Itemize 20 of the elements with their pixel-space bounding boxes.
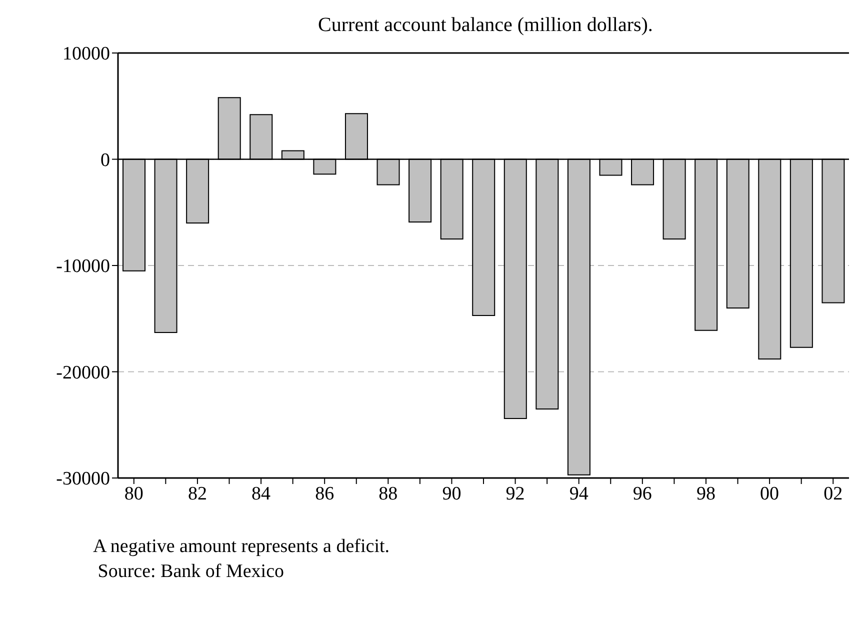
x-tick-label: 82	[188, 483, 207, 504]
x-tick-label: 86	[315, 483, 334, 504]
chart-title: Current account balance (million dollars).	[317, 14, 654, 38]
x-tick-label: 02	[824, 483, 843, 504]
x-tick-label: 98	[696, 483, 716, 504]
y-tick-label: 0	[100, 150, 110, 171]
text: A negative amount represents a deficit.	[93, 535, 391, 559]
y-tick-label: -10000	[56, 256, 110, 278]
y-tick-label: -20000	[56, 362, 110, 384]
text: Source: Bank of Mexico	[96, 560, 286, 584]
x-tick-label: 00	[760, 483, 780, 504]
x-tick-label: 92	[506, 483, 525, 504]
x-tick-label: 90	[442, 483, 462, 504]
x-tick-label: 84	[252, 483, 272, 504]
x-tick-label: 96	[632, 483, 652, 504]
y-tick-label: -30000	[56, 468, 110, 490]
x-tick-label: 88	[378, 483, 398, 504]
x-tick-label: 94	[569, 483, 589, 504]
x-tick-label: 80	[124, 483, 144, 504]
y-tick-label: 10000	[62, 44, 110, 65]
